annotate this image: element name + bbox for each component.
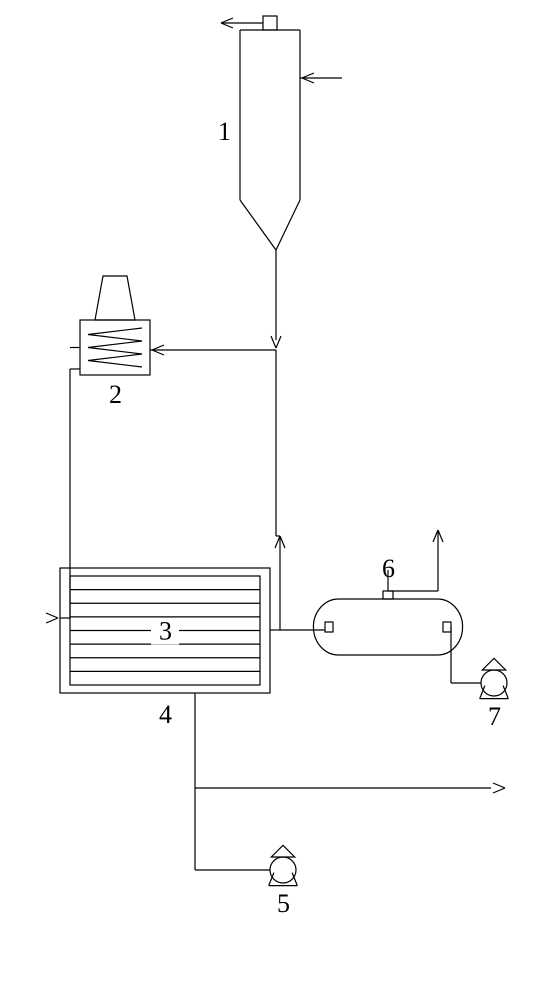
right-pump-label: 7 bbox=[488, 702, 501, 731]
module-assembly: 34 bbox=[60, 568, 270, 729]
heater: 2 bbox=[60, 276, 150, 618]
cyclone-label: 1 bbox=[218, 117, 231, 146]
inner-module-label: 3 bbox=[159, 617, 172, 646]
drum: 6 bbox=[313, 554, 462, 655]
bottom-pump: 5 bbox=[269, 845, 298, 918]
bottom-pump-label: 5 bbox=[277, 889, 290, 918]
piping bbox=[195, 350, 491, 870]
right-pump: 7 bbox=[480, 658, 509, 731]
outer-module-label: 4 bbox=[159, 700, 172, 729]
cyclone: 1 bbox=[150, 16, 342, 350]
heater-label: 2 bbox=[109, 380, 122, 409]
